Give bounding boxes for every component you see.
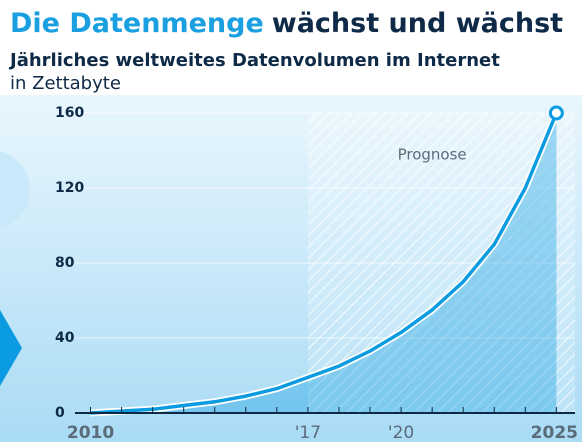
y-tick-label: 40 xyxy=(55,330,75,346)
y-tick-label: 0 xyxy=(55,405,65,421)
line xyxy=(90,112,559,415)
title-highlight: Die Datenmenge xyxy=(10,8,264,39)
decoration xyxy=(0,151,30,229)
subtitle: Jährliches weltweites Datenvolumen im In… xyxy=(8,50,500,71)
unit: in Zettabyte xyxy=(10,73,121,94)
x-tick-label: 2010 xyxy=(67,423,114,442)
y-tick-label: 120 xyxy=(55,180,84,196)
chart-title: Die Datenmenge wächst und wächst xyxy=(10,8,563,39)
annotation: Prognose xyxy=(398,146,467,164)
x-tick-label: 2025 xyxy=(531,423,578,442)
x-tick-label: '17 xyxy=(295,423,321,442)
x-tick-label: '20 xyxy=(388,423,414,442)
y-tick-label: 160 xyxy=(55,105,84,121)
area xyxy=(90,113,557,413)
title-rest: wächst und wächst xyxy=(272,8,563,39)
y-tick-label: 80 xyxy=(55,255,75,271)
decoration-arrow xyxy=(0,310,22,386)
end-marker xyxy=(548,105,564,121)
